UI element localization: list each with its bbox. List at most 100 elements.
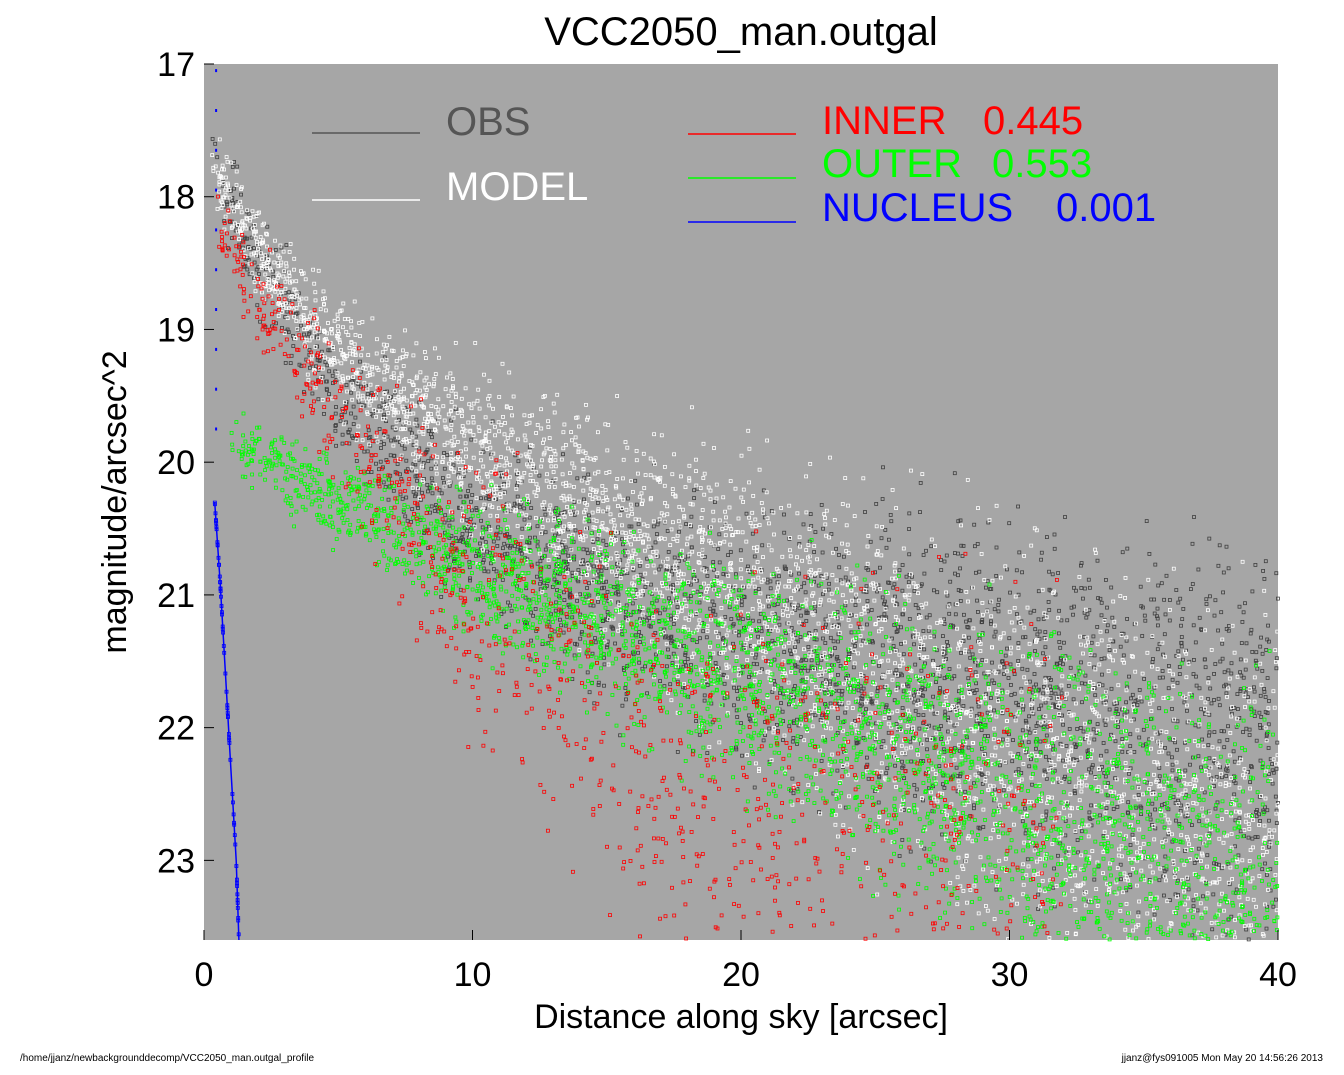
obs-point [575,642,579,647]
obs-point [595,565,600,569]
obs-point [1246,695,1250,699]
obs-point [1008,662,1013,667]
obs-point [578,592,582,597]
obs-point [499,612,504,616]
obs-point [1037,629,1042,634]
obs-point [1092,737,1097,742]
obs-point [1187,659,1192,664]
obs-point [666,550,671,554]
obs-point [1207,756,1212,761]
obs-point [615,562,619,566]
obs-point [411,489,416,494]
obs-point [350,434,354,439]
obs-point [1068,665,1073,670]
obs-point [828,635,833,640]
obs-point [686,596,691,601]
obs-point [1043,700,1048,705]
obs-point [925,747,929,752]
obs-point [1213,598,1218,603]
obs-point [1205,853,1210,858]
obs-point [1268,867,1273,872]
obs-point [1274,666,1279,671]
obs-point [1086,751,1090,756]
obs-point [997,805,1002,810]
obs-point [1066,684,1071,688]
obs-point [1107,707,1112,712]
obs-point [1180,617,1185,621]
obs-point [582,497,586,502]
obs-point [1212,698,1216,702]
obs-point [1241,675,1246,680]
obs-point [1163,746,1167,750]
obs-point [672,555,677,560]
obs-point [1264,926,1269,931]
obs-point [808,512,813,516]
obs-point [596,683,601,687]
obs-point [1044,776,1049,781]
obs-point [883,599,887,604]
obs-point [573,528,578,533]
obs-point [813,609,817,614]
obs-point [1212,861,1216,866]
obs-point [658,564,663,569]
obs-point [1163,612,1168,617]
obs-point [1111,807,1116,811]
obs-point [1194,683,1199,688]
obs-point [1021,635,1025,640]
obs-point [912,700,917,705]
obs-point [1191,904,1196,909]
obs-point [317,330,322,335]
obs-point [215,155,220,160]
obs-point [954,765,959,770]
obs-point [1079,561,1084,565]
obs-point [1128,872,1133,877]
obs-point [940,832,944,837]
obs-point [826,587,831,592]
obs-point [654,652,658,657]
obs-point [732,685,736,690]
obs-point [1203,712,1207,716]
obs-point [468,483,473,488]
obs-point [1238,657,1243,662]
obs-point [831,639,836,644]
obs-point [414,417,419,422]
obs-point [1236,707,1240,711]
obs-point [605,610,610,614]
obs-point [1125,546,1130,551]
obs-point [791,791,796,796]
obs-point [1170,707,1174,711]
obs-point [896,673,900,678]
obs-point [1225,738,1230,742]
obs-point [1047,758,1052,762]
obs-point [1155,616,1160,621]
obs-point [1043,630,1048,634]
obs-point [425,527,430,532]
obs-point [837,565,842,570]
obs-point [827,581,831,586]
obs-point [1041,651,1045,656]
obs-point [843,575,848,580]
obs-point [1181,657,1185,662]
obs-point [853,603,858,607]
obs-point [1143,618,1148,623]
obs-point [555,588,559,592]
obs-point [411,462,416,467]
obs-point [823,625,827,630]
obs-point [1041,714,1045,719]
obs-point [744,511,749,516]
obs-point [1098,813,1102,818]
obs-point [1044,809,1049,814]
obs-point [611,626,615,631]
obs-point [702,698,707,703]
obs-point [430,491,435,496]
obs-point [647,623,652,628]
obs-point [1176,649,1181,654]
obs-point [761,738,766,743]
obs-point [831,791,836,796]
obs-point [1125,617,1129,621]
obs-point [917,726,922,731]
obs-point [1076,850,1080,855]
obs-point [1222,670,1227,675]
obs-point [1015,612,1019,616]
obs-point [1052,532,1057,537]
